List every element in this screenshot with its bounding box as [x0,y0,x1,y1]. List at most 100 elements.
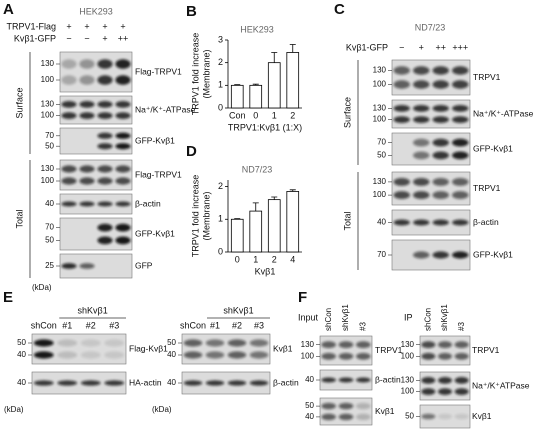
band [452,191,469,200]
band [356,377,371,383]
bar [230,218,244,253]
sign: + [120,21,125,31]
band [249,339,269,347]
error-bar [289,189,296,192]
blot-label: Na⁺/K⁺-ATPase [473,108,534,118]
band [413,251,430,259]
blot-label: Kvβ1 [273,343,293,353]
lane-label: #2 [86,320,96,330]
marker-label: 130 [41,164,55,173]
band [115,165,131,173]
marker-label: 100 [41,176,55,185]
blot-label: GFP-Kvβ1 [135,228,175,238]
band [57,351,78,359]
marker-label: 70 [45,131,54,140]
group-label: Total [14,209,24,228]
band [393,66,410,75]
blot-label: GFP-Kvβ1 [473,143,513,153]
blot [59,95,133,125]
band [115,143,131,150]
panel-letter: A [3,1,14,18]
blot-label: β-actin [473,217,499,227]
sign: − [399,42,404,52]
blot [319,335,373,366]
marker-label: 130 [373,104,387,113]
marker-label: 50 [305,401,314,410]
marker-label: 100 [373,80,387,89]
y-axis-label: (Membrane) [201,49,211,98]
band [79,165,95,173]
band [79,263,95,269]
band [61,112,77,119]
section-title: IP [404,312,413,322]
marker-label: 40 [17,350,26,359]
band [115,201,131,207]
blot-label: Flag-TRPV1 [135,66,182,76]
band [413,138,430,147]
band [183,339,203,347]
band [97,59,113,69]
marker-label: 130 [401,376,415,385]
x-tick-label: 4 [290,254,295,264]
band [61,201,77,207]
band [61,75,77,85]
band [393,219,410,226]
marker-label: 70 [377,250,386,259]
lane-label: shKvβ1 [440,304,449,331]
group-label: Surface [342,97,352,128]
band [97,236,113,245]
band [338,402,354,410]
band [432,251,449,259]
blot-label: β-actin [135,198,161,208]
blot-label: TRPV1 [473,72,501,82]
band [338,413,354,421]
band [97,75,113,85]
blot [181,333,271,365]
x-axis-label: TRPV1:Kvβ1 (1:X) [228,122,302,132]
blot [319,397,373,426]
marker-label: 70 [45,223,54,232]
band [438,377,452,384]
sign: + [66,21,71,31]
band [356,413,371,421]
blot [59,51,133,93]
bar [249,84,263,109]
band [432,219,449,226]
sign: + [102,33,107,43]
band [97,132,113,139]
blot [59,217,133,251]
band [321,341,336,349]
blot-label: TRPV1 [473,183,501,193]
marker-label: 130 [301,340,315,349]
blot [391,132,471,166]
marker-label: 40 [17,378,26,387]
bar [267,199,281,253]
blot [31,333,127,365]
sign: + [102,21,107,31]
error-bar [234,218,241,220]
band [61,59,77,69]
band [97,177,113,185]
band [432,116,449,123]
band [61,263,77,269]
marker-label: 40 [167,378,176,387]
marker-label: 50 [405,412,414,421]
marker-label: 100 [41,75,55,84]
blot-label: Na⁺/K⁺-ATPase [135,104,196,114]
blot-label: Flag-TRPV1 [135,169,182,179]
marker-label: 40 [305,412,314,421]
marker-label: 100 [301,351,315,360]
y-tick-label: 1 [218,80,223,90]
group-label: shKvβ1 [78,305,108,315]
blot-label: Kvβ1 [375,406,395,416]
band [421,377,436,384]
band [432,151,449,160]
blot [59,159,133,191]
blot-label: Flag-Kvβ1 [129,343,168,353]
band [393,177,410,186]
blot-label: TRPV1 [472,345,500,355]
band [321,352,336,360]
band [205,380,225,386]
blot [419,335,471,366]
error-bar [252,83,259,86]
